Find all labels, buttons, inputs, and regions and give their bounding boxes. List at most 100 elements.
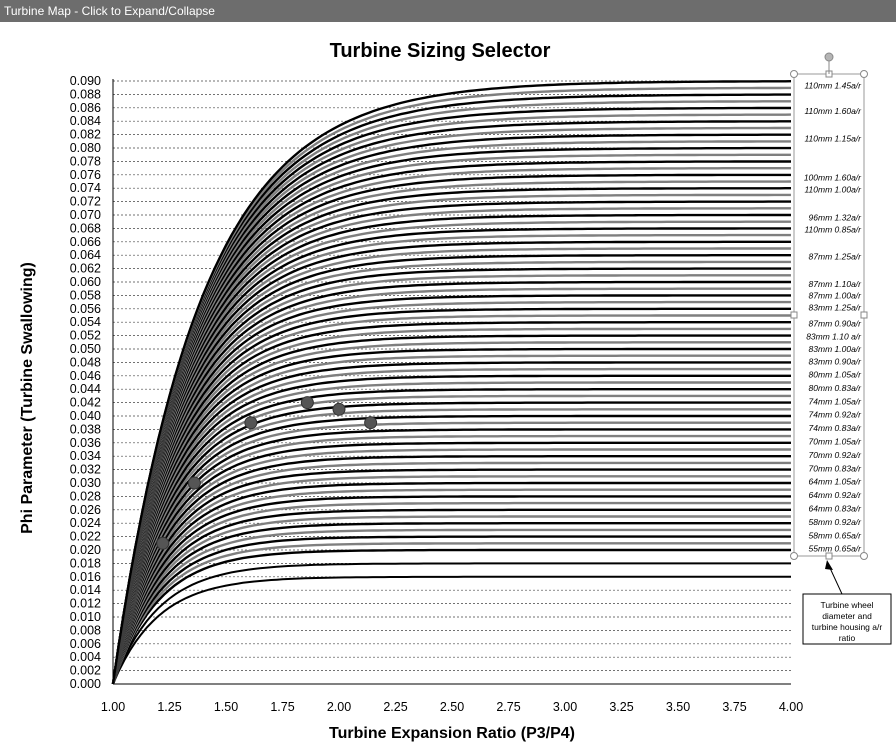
y-tick-label: 0.044 [70, 382, 101, 396]
y-tick-label: 0.026 [70, 503, 101, 517]
turbine-curve [111, 167, 791, 685]
curve-label: 110mm 1.15a/r [804, 134, 862, 144]
turbine-curve [111, 528, 791, 685]
curve-label: 87mm 1.00a/r [809, 290, 863, 300]
curve-label: 70mm 1.05a/r [809, 436, 863, 446]
turbine-curve [111, 542, 791, 685]
y-tick-label: 0.086 [70, 101, 101, 115]
turbine-curve [111, 173, 791, 685]
callout-box [802, 593, 892, 645]
turbine-curve [111, 535, 791, 685]
turbine-curve [111, 341, 791, 685]
turbine-curve [111, 254, 791, 685]
y-tick-label: 0.054 [70, 315, 101, 329]
x-tick-label: 1.25 [157, 700, 181, 714]
curve-label: 80mm 0.83a/r [809, 383, 863, 393]
y-tick-label: 0.016 [70, 570, 101, 584]
y-tick-label: 0.008 [70, 623, 101, 637]
y-tick-label: 0.012 [70, 597, 101, 611]
x-tick-label: 3.25 [609, 700, 633, 714]
x-tick-label: 1.50 [214, 700, 238, 714]
turbine-curve [112, 562, 791, 685]
turbine-curve [111, 113, 792, 685]
y-tick-label: 0.088 [70, 87, 101, 101]
turbine-curve [111, 146, 791, 685]
turbine-curve [111, 394, 791, 685]
resize-handle [860, 552, 868, 560]
turbine-curve [111, 106, 791, 685]
y-axis-label: Phi Parameter (Turbine Swallowing) [19, 262, 36, 534]
resize-handle [860, 70, 868, 78]
curve-label: 58mm 0.65a/r [809, 530, 863, 540]
turbine-curve [111, 233, 791, 685]
turbine-curve [111, 247, 791, 685]
x-tick-label: 1.00 [101, 700, 125, 714]
turbine-curve [111, 421, 791, 685]
callout-text: Turbine wheel diameter and turbine housing… [812, 600, 883, 643]
turbine-curve [111, 347, 791, 685]
curve-label: 87mm 1.10a/r [809, 279, 863, 289]
curve-label: 110mm 1.45a/r [804, 81, 862, 91]
turbine-curve [111, 461, 791, 685]
x-tick-label: 1.75 [270, 700, 294, 714]
y-tick-label: 0.062 [70, 262, 101, 276]
curve-label: 70mm 0.92a/r [809, 450, 863, 460]
turbine-curve [111, 441, 791, 685]
y-tick-label: 0.056 [70, 302, 101, 316]
turbine-curve [111, 501, 791, 685]
y-tick-label: 0.042 [70, 396, 101, 410]
chart-title-bar-label: Turbine Map - Click to Expand/Collapse [4, 4, 215, 18]
y-tick-label: 0.072 [70, 195, 101, 209]
turbine-curve [111, 314, 791, 685]
curve-label: 80mm 1.05a/r [809, 369, 863, 379]
turbine-curve [111, 381, 791, 685]
y-tick-label: 0.080 [70, 141, 101, 155]
x-tick-label: 3.50 [666, 700, 690, 714]
turbine-curve [112, 575, 791, 685]
turbine-curve [111, 213, 791, 685]
turbine-curve [111, 354, 791, 685]
y-tick-label: 0.002 [70, 664, 101, 678]
chart-title-bar[interactable]: Turbine Map - Click to Expand/Collapse [0, 0, 896, 22]
y-tick-label: 0.066 [70, 235, 101, 249]
turbine-curve [111, 374, 791, 685]
x-tick-label: 2.25 [383, 700, 407, 714]
turbine-curve [111, 140, 791, 685]
curve-label: 83mm 1.25a/r [809, 302, 863, 312]
y-tick-label: 0.024 [70, 516, 101, 530]
callout-arrow-line [829, 567, 843, 595]
resize-handle [860, 311, 868, 319]
curve-label-box[interactable]: 110mm 1.45a/r 110mm 1.60a/r 110mm 1.15a/r 1… [790, 52, 868, 560]
turbine-curve [111, 327, 791, 685]
curve-label: 87mm 1.25a/r [809, 252, 863, 262]
operating-point [156, 536, 170, 550]
y-tick-label: 0.048 [70, 355, 101, 369]
curve-label: 74mm 0.83a/r [809, 423, 863, 433]
y-tick-label: 0.078 [70, 154, 101, 168]
turbine-curve [111, 434, 791, 685]
y-tick-label: 0.058 [70, 288, 101, 302]
y-tick-label: 0.028 [70, 489, 101, 503]
turbine-curve [111, 160, 791, 685]
turbine-curve [111, 260, 791, 685]
turbine-curve [111, 481, 791, 685]
y-tick-label: 0.036 [70, 436, 101, 450]
y-tick-label: 0.038 [70, 422, 101, 436]
turbine-curve [111, 187, 791, 685]
operating-point [244, 416, 258, 430]
curve-label: 74mm 1.05a/r [809, 396, 863, 406]
curve-label: 83mm 1.10 a/r [806, 331, 862, 341]
curve-label: 64mm 0.83a/r [809, 503, 863, 513]
y-tick-label: 0.060 [70, 275, 101, 289]
turbine-curve [111, 468, 791, 685]
y-tick-label: 0.050 [70, 342, 101, 356]
y-tick-label: 0.014 [70, 583, 101, 597]
curve-label: 58mm 0.92a/r [809, 517, 863, 527]
turbine-curve [111, 240, 791, 685]
turbine-curve [111, 193, 791, 685]
turbine-curve [111, 508, 791, 685]
turbine-curve [111, 321, 791, 685]
turbine-curve [111, 448, 791, 685]
callout-arrowhead [825, 560, 833, 570]
curve-label: 70mm 0.83a/r [809, 463, 863, 473]
